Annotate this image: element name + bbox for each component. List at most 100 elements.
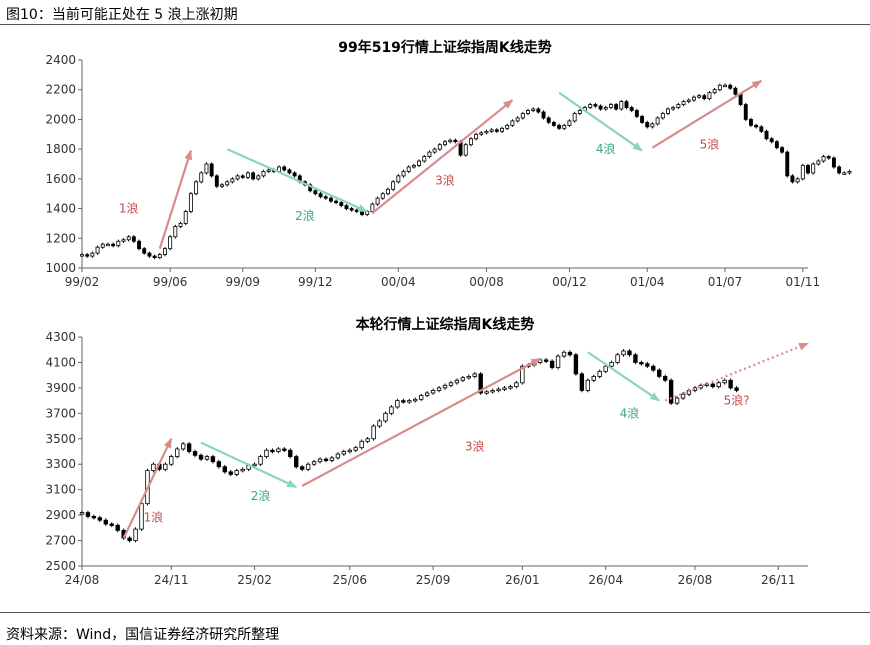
y-tick-label: 2200 (45, 83, 76, 97)
candle (479, 132, 484, 135)
candle (704, 383, 710, 386)
candle (225, 181, 230, 186)
chart-title: 99年519行情上证综指周K线走势 (338, 39, 552, 56)
candle (702, 95, 707, 100)
candle (668, 379, 674, 404)
candle (317, 458, 323, 463)
y-tick-label: 1600 (45, 172, 76, 186)
wave-arrow (200, 441, 298, 489)
x-tick-label: 00/12 (552, 275, 587, 289)
candle (407, 400, 412, 403)
candle (510, 120, 515, 126)
wave-arrow (651, 79, 763, 149)
candle (349, 208, 354, 211)
candle (121, 239, 126, 242)
candle (311, 461, 317, 465)
wave-label: 4浪 (620, 405, 640, 420)
candle (395, 400, 400, 408)
candle (460, 377, 466, 381)
candle (245, 172, 250, 178)
candle (633, 354, 638, 363)
candle (192, 451, 198, 456)
x-tick-label: 99/02 (65, 275, 100, 289)
candle (619, 101, 624, 110)
candle (666, 108, 670, 114)
y-tick-label: 3700 (45, 406, 76, 420)
candle (585, 379, 591, 391)
candle (680, 393, 686, 399)
candle (163, 463, 168, 470)
candle (386, 188, 390, 195)
candle (276, 448, 281, 452)
candle (759, 126, 764, 132)
wave-label: 3浪 (465, 438, 485, 453)
candle (85, 254, 90, 257)
candle (681, 101, 686, 105)
candle (214, 175, 219, 187)
candle (710, 383, 715, 388)
chart-title: 本轮行情上证综指周K线走势 (356, 316, 535, 333)
candle (728, 379, 733, 389)
wave-label: 2浪 (251, 488, 271, 503)
candle (640, 116, 645, 123)
source-note: 资料来源：Wind，国信证券经济研究所整理 (6, 627, 280, 643)
candle (561, 351, 567, 357)
y-tick-label: 3300 (45, 457, 76, 471)
candle (660, 113, 665, 119)
candle (406, 166, 411, 172)
candle (500, 127, 504, 132)
candle (377, 420, 382, 427)
candle (603, 107, 608, 110)
y-tick-label: 1400 (45, 202, 76, 216)
candle (749, 119, 753, 126)
x-tick-label: 99/09 (225, 275, 260, 289)
candle (359, 440, 364, 449)
candle (334, 200, 339, 204)
candle (549, 360, 555, 368)
candle (686, 99, 691, 103)
wave-label: 5浪? (724, 393, 750, 408)
candle (180, 443, 186, 450)
candle (490, 390, 495, 393)
candle (151, 463, 156, 471)
candle (650, 123, 655, 128)
y-tick-label: 2900 (45, 508, 76, 522)
candle (270, 449, 275, 453)
candle (220, 184, 224, 187)
x-tick-label: 01/07 (708, 275, 743, 289)
candle (489, 129, 494, 132)
x-tick-label: 24/08 (65, 573, 100, 587)
x-tick-label: 00/04 (381, 275, 416, 289)
candle (85, 512, 91, 517)
candle (401, 171, 406, 177)
candle (733, 87, 738, 95)
candle (258, 456, 263, 465)
candle (598, 105, 603, 110)
candle (629, 107, 634, 111)
candle (723, 84, 727, 88)
candle (627, 350, 632, 356)
candle (645, 363, 650, 367)
candle (454, 379, 460, 384)
candle (413, 398, 418, 402)
candle (186, 443, 192, 452)
candle (551, 122, 556, 126)
candle (567, 351, 573, 356)
candle (288, 449, 293, 457)
candle (614, 104, 619, 110)
candle (152, 255, 157, 259)
candle (198, 454, 204, 460)
candle (448, 139, 453, 143)
candle (573, 354, 579, 375)
candle (329, 457, 335, 461)
candle (785, 151, 790, 177)
candle (697, 95, 702, 98)
candle (287, 169, 292, 174)
candle (210, 456, 216, 463)
candle (837, 166, 842, 174)
candle (427, 151, 432, 157)
candle (235, 175, 240, 180)
x-tick-label: 99/12 (298, 275, 333, 289)
